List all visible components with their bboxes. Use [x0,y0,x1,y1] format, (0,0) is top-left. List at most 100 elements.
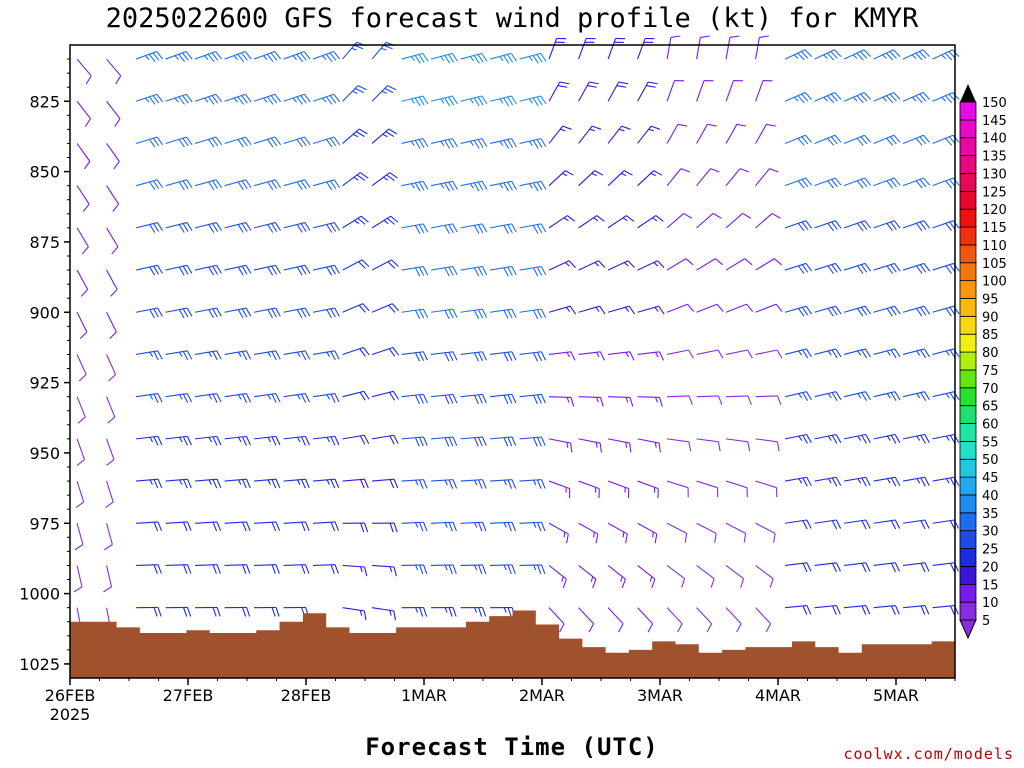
colorbar-label: 95 [982,292,999,307]
x-axis-title: Forecast Time (UTC) [365,733,659,761]
wind-barb [489,223,517,234]
wind-barb [755,565,774,588]
wind-barb [578,170,604,187]
wind-barb [165,521,192,532]
wind-barb [873,605,900,615]
y-tick-label: 950 [29,444,60,463]
wind-barb [696,607,713,633]
wind-barb [902,348,930,359]
wind-barb [666,303,695,313]
x-tick-sublabel: 2025 [50,705,91,724]
wind-barb [814,519,842,530]
wind-barb [726,438,751,452]
wind-barb [725,123,747,144]
wind-barb [342,390,370,401]
wind-barb [431,606,457,617]
wind-barb [371,346,400,357]
colorbar-swatch [959,387,977,407]
colorbar-bottom-arrow [959,619,977,640]
wind-barb [902,262,931,274]
colorbar-swatch [959,244,977,264]
wind-barb [667,438,692,452]
wind-barb [637,125,661,144]
wind-barb [253,222,281,233]
wind-barb [460,479,487,489]
wind-barb [312,179,341,191]
wind-barbs-layer [72,35,960,635]
colorbar-label: 105 [982,257,1007,272]
wind-barb [489,52,518,64]
colorbar-swatch [959,280,977,299]
wind-barb [548,480,571,499]
wind-barb [814,433,842,444]
wind-barb [489,138,517,149]
terrain-layer [70,610,955,678]
wind-barb [372,564,397,577]
colorbar-label: 140 [982,132,1007,147]
wind-barb [785,605,812,615]
wind-barb [460,564,487,575]
wind-barb [548,215,576,229]
wind-barb [607,480,630,499]
wind-barb [519,52,547,64]
wind-barb [784,262,813,274]
wind-barb [342,522,369,533]
wind-barb [312,307,340,319]
wind-barb [372,522,398,533]
wind-barb [106,269,118,297]
wind-barb [283,51,311,63]
wind-barb [637,522,658,544]
wind-barb [755,395,782,405]
wind-barb [135,307,163,319]
wind-barb [607,170,633,187]
wind-barb [608,351,635,361]
wind-barb [106,185,120,212]
colorbar-swatch [959,566,977,585]
wind-barb [253,136,282,148]
wind-barb [342,346,370,357]
colorbar-swatch [959,333,977,353]
wind-barb [725,480,748,498]
wind-barb [490,351,517,362]
site-credit[interactable]: coolwx.com/models [843,745,1014,763]
wind-barb [607,260,635,271]
wind-barb [519,393,546,405]
wind-barb [490,606,516,617]
wind-barb [755,522,776,543]
colorbar-label: 145 [982,114,1007,129]
wind-barb [136,435,163,446]
colorbar-label: 65 [982,400,999,415]
wind-barb [194,51,223,63]
wind-barb [548,260,576,271]
wind-barb [312,350,340,361]
wind-barb [135,51,164,63]
wind-barb [76,185,90,212]
wind-barb [696,123,717,144]
x-tick-label: 28FEB [281,686,332,705]
wind-barb [342,607,367,621]
wind-barb [548,170,574,187]
wind-barb [902,49,930,61]
wind-barb [814,177,842,189]
colorbar-top-arrow [960,84,976,102]
wind-barb [431,479,458,489]
wind-barb [607,81,629,102]
wind-barb [873,391,901,401]
wind-barb [106,312,117,340]
wind-barb [548,565,567,589]
wind-barb [578,351,605,361]
wind-barb [755,607,772,633]
wind-barb [165,136,193,148]
x-tick-label: 3MAR [637,686,683,705]
wind-barb [312,136,341,148]
wind-barb [843,519,871,530]
wind-barb [431,308,458,319]
colorbar-swatch [959,583,977,603]
wind-barb [814,562,841,573]
wind-barb [312,51,341,63]
wind-barb [342,303,370,313]
colorbar-swatch [959,119,977,139]
wind-barb [784,305,813,317]
colorbar-label: 40 [982,489,999,504]
wind-barb [548,522,569,544]
